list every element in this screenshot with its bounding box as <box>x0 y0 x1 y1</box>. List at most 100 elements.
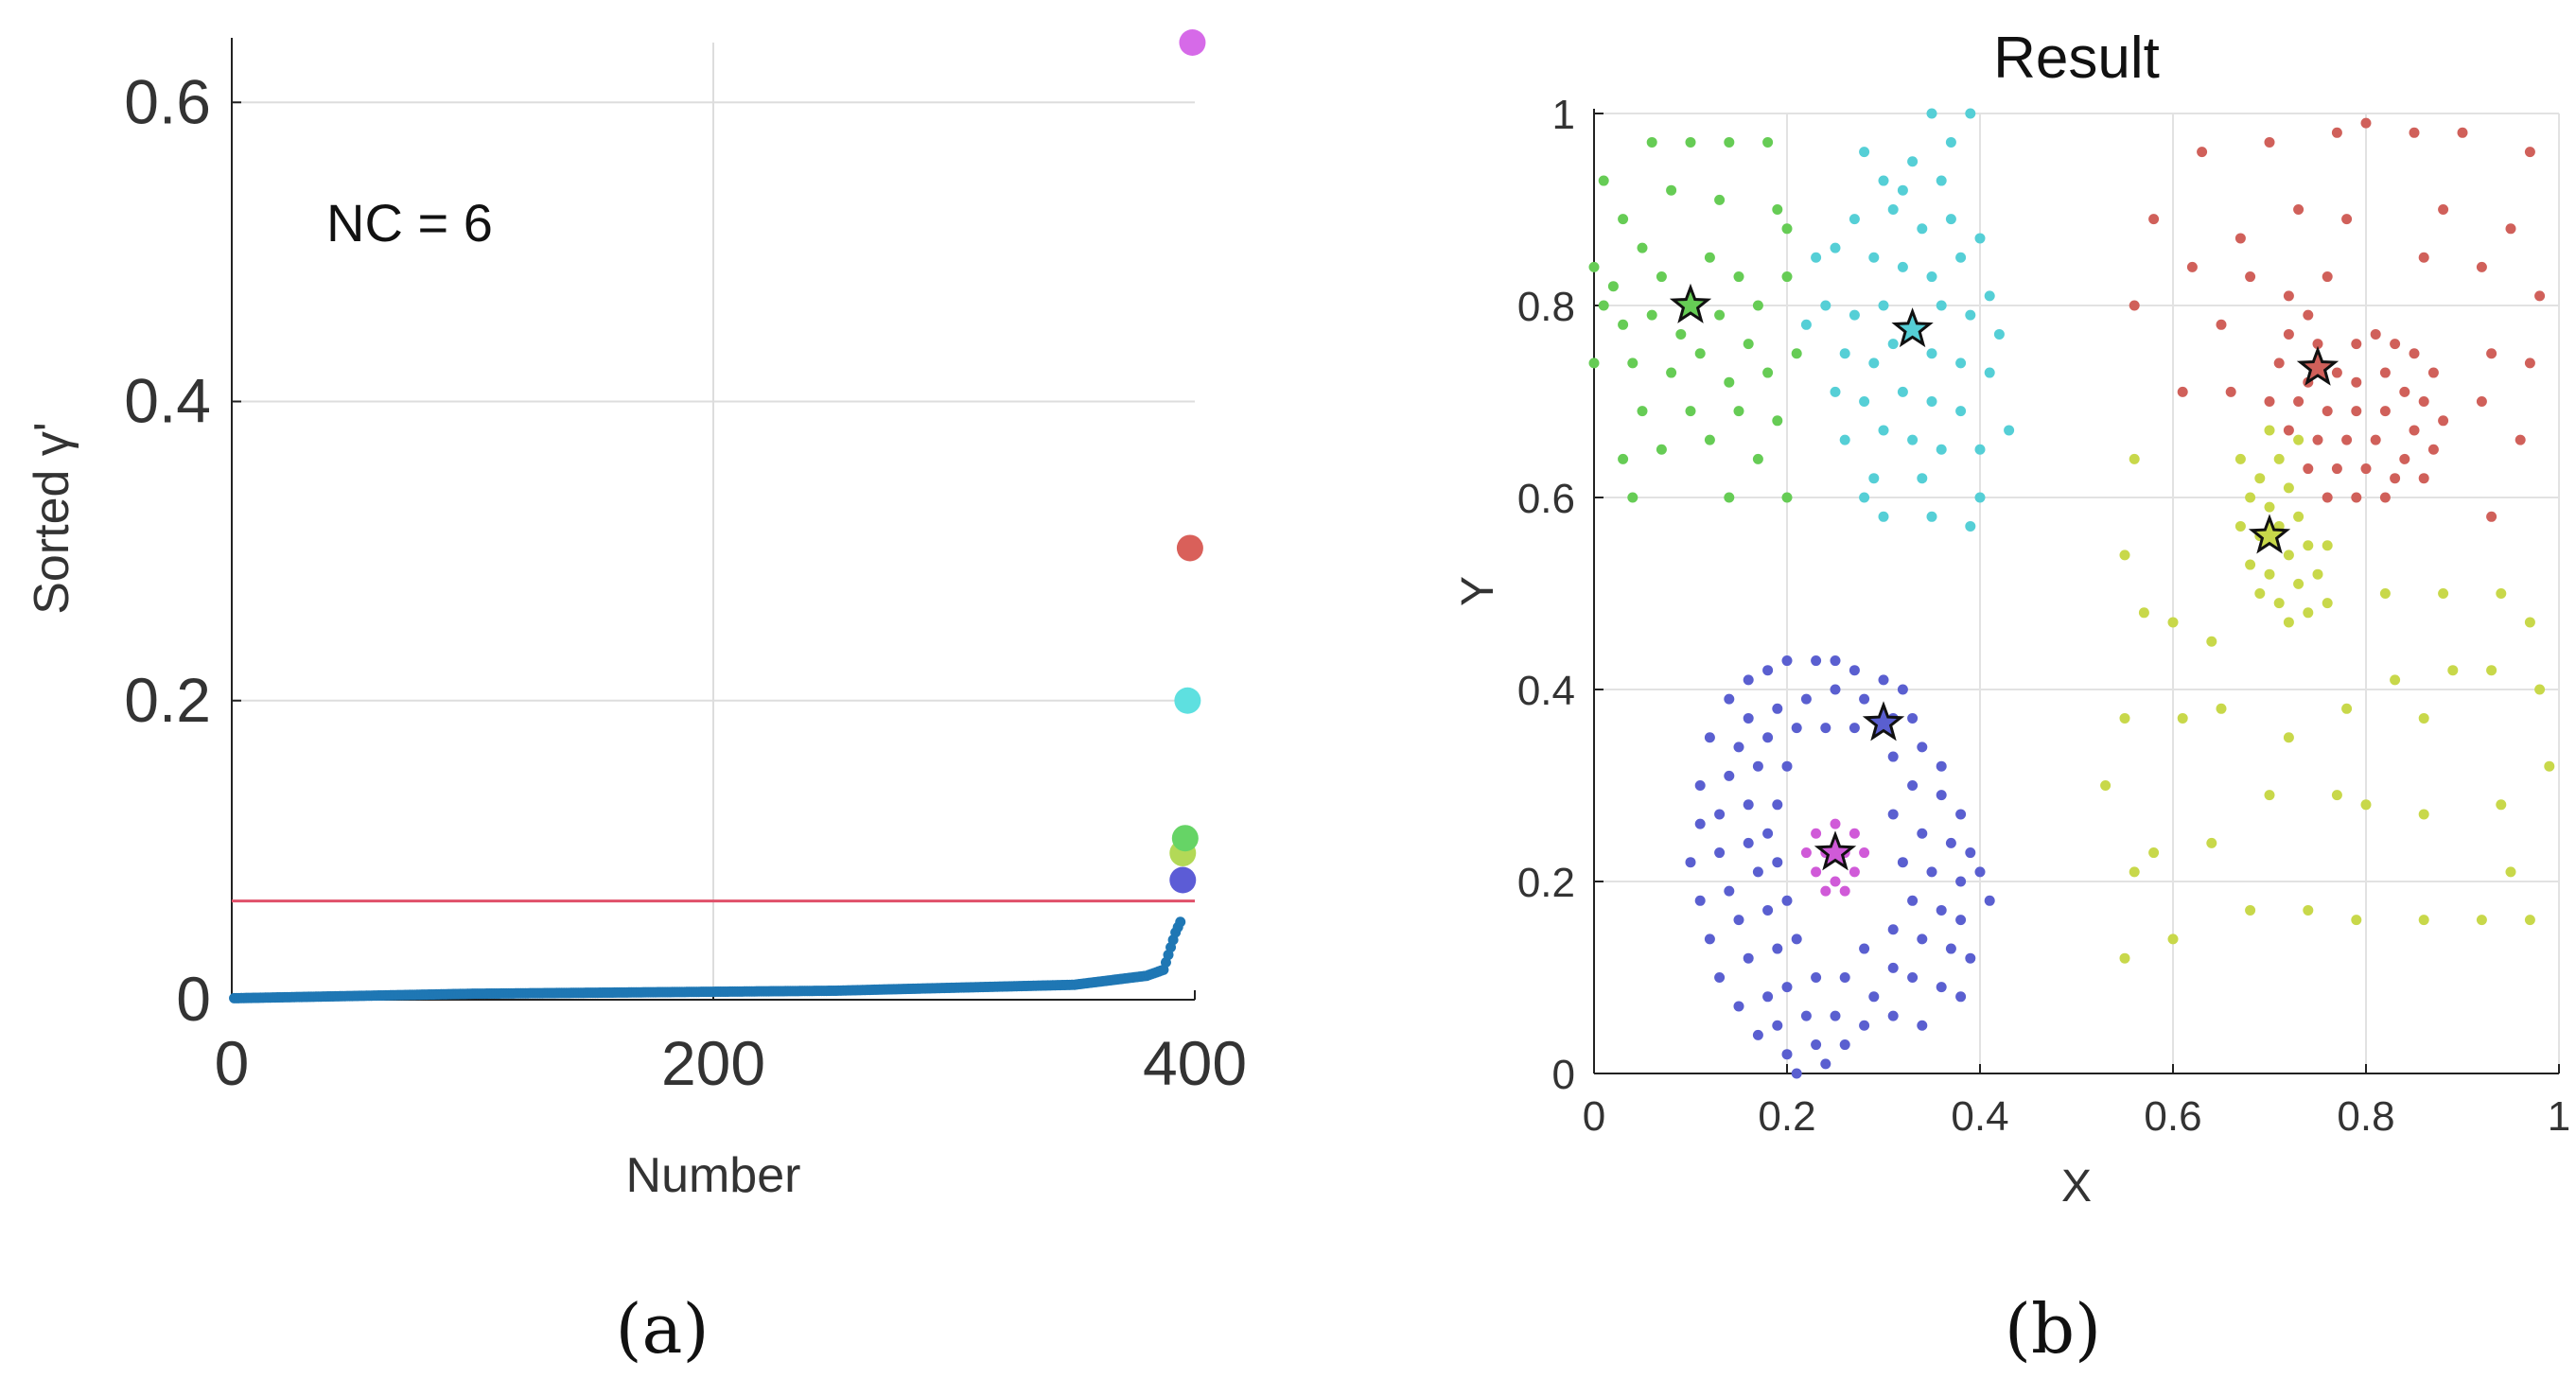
cluster-point-red <box>2370 434 2381 445</box>
cluster-point-cyan <box>1974 233 1986 244</box>
cluster-point-blue <box>1936 760 1947 772</box>
cluster-point-green <box>1781 223 1793 235</box>
cluster-point-red <box>2351 492 2362 503</box>
cluster-point-red <box>2427 367 2439 378</box>
panel-b-ticks: 0 0.2 0.4 0.6 0.8 1 0 0.2 0.4 0.6 0.8 1 <box>1517 92 2570 1140</box>
cluster-point-green <box>1752 300 1763 311</box>
cluster-point-magenta <box>1811 828 1822 839</box>
cluster-point-blue <box>1781 982 1793 993</box>
y-tick-label: 0.4 <box>1517 668 1575 714</box>
cluster-point-magenta <box>1839 885 1850 897</box>
panel-a-xlabel: Number <box>626 1148 801 1203</box>
cluster-point-cyan <box>1926 511 1937 522</box>
cluster-point-red <box>2486 348 2497 359</box>
cluster-point-magenta <box>1849 866 1860 878</box>
cluster-point-red <box>2322 271 2333 283</box>
x-tick-label: 0.8 <box>2337 1093 2394 1140</box>
x-tick-label: 0.6 <box>2144 1093 2201 1140</box>
cluster-point-yellow <box>2524 915 2535 926</box>
cluster-point-blue <box>1762 904 1774 916</box>
cluster-point-cyan <box>1849 309 1860 321</box>
cluster-point-blue <box>1762 828 1774 839</box>
cluster-point-blue <box>1830 684 1841 695</box>
cluster-point-blue <box>1733 1001 1744 1012</box>
cluster-point-blue <box>1811 1039 1822 1051</box>
cluster-point-green <box>1772 415 1783 427</box>
cluster-point-cyan <box>1800 319 1812 330</box>
cluster-point-green <box>1704 434 1715 445</box>
cluster-point-red <box>2331 367 2342 378</box>
sorted-curve <box>229 916 1186 1003</box>
cluster-point-yellow <box>2254 588 2266 599</box>
cluster-point-yellow <box>2177 712 2188 724</box>
cluster-point-yellow <box>2206 636 2217 647</box>
cluster-point-blue <box>1926 866 1937 878</box>
panel-a-label: (a) <box>615 1289 709 1369</box>
cluster-point-red <box>2245 271 2256 283</box>
cluster-point-magenta <box>1830 876 1841 887</box>
cluster-point-blue <box>1724 770 1735 781</box>
cluster-point-cyan <box>2004 425 2015 436</box>
cluster-point-green <box>1627 492 1638 503</box>
cluster-point-red <box>2341 434 2353 445</box>
cluster-point-cyan <box>1926 271 1937 283</box>
cluster-point-green <box>1733 406 1744 417</box>
cluster-point-cyan <box>1868 358 1880 369</box>
cluster-point-cyan <box>1965 108 1976 119</box>
cluster-point-green <box>1607 281 1619 292</box>
cluster-point-blue <box>1743 674 1754 686</box>
cluster-point-yellow <box>2303 540 2314 551</box>
cluster-point-yellow <box>2245 904 2256 916</box>
x-tick-label: 0.2 <box>1758 1093 1815 1140</box>
cluster-point-red <box>2409 425 2420 436</box>
cluster-point-yellow <box>2303 607 2314 619</box>
highlighted-point <box>1171 825 1199 852</box>
cluster-point-red <box>2331 127 2342 138</box>
cluster-point-cyan <box>1878 511 1889 522</box>
cluster-point-red <box>2273 358 2285 369</box>
cluster-point-blue <box>1839 972 1850 983</box>
cluster-point-yellow <box>2496 588 2507 599</box>
cluster-center-star-red <box>2296 345 2339 386</box>
cluster-point-green <box>1646 309 1657 321</box>
cluster-point-blue <box>1714 847 1726 859</box>
cluster-point-red <box>2264 396 2275 407</box>
cluster-point-cyan <box>1955 252 1967 263</box>
cluster-point-blue <box>1791 1068 1802 1079</box>
cluster-point-yellow <box>2129 866 2140 878</box>
cluster-point-cyan <box>1897 184 1908 196</box>
cluster-point-blue <box>1955 809 1967 820</box>
cluster-point-blue <box>1936 790 1947 801</box>
cluster-point-red <box>2390 339 2401 350</box>
cluster-point-green <box>1704 252 1715 263</box>
cluster-point-green <box>1762 367 1774 378</box>
cluster-point-red <box>2312 339 2323 350</box>
cluster-point-cyan <box>1859 147 1870 158</box>
cluster-point-blue <box>1887 924 1899 935</box>
cluster-point-blue <box>1955 915 1967 926</box>
cluster-point-red <box>2505 223 2516 235</box>
cluster-point-red <box>2264 136 2275 148</box>
cluster-point-cyan <box>1993 328 2005 340</box>
cluster-point-cyan <box>1917 223 1928 235</box>
cluster-point-yellow <box>2341 703 2353 714</box>
panel-b: Result 00.20.40.60.810 0.2 0.4 0.6 0.8 1 X Y … <box>1453 26 2570 1369</box>
cluster-point-cyan <box>1936 300 1947 311</box>
cluster-point-yellow <box>2293 511 2304 522</box>
cluster-point-cyan <box>1936 175 1947 186</box>
cluster-point-blue <box>1859 1020 1870 1031</box>
cluster-point-blue <box>1936 904 1947 916</box>
cluster-point-yellow <box>2505 866 2516 878</box>
cluster-point-blue <box>1887 1010 1899 1021</box>
cluster-point-cyan <box>1945 214 1956 225</box>
cluster-point-green <box>1714 309 1726 321</box>
y-tick-label: 0.2 <box>1517 860 1575 906</box>
cluster-point-blue <box>1965 952 1976 964</box>
cluster-point-blue <box>1772 1020 1783 1031</box>
cluster-point-cyan <box>1849 214 1860 225</box>
cluster-point-green <box>1724 492 1735 503</box>
cluster-point-green <box>1772 204 1783 215</box>
cluster-point-blue <box>1704 732 1715 743</box>
cluster-point-red <box>2293 204 2304 215</box>
